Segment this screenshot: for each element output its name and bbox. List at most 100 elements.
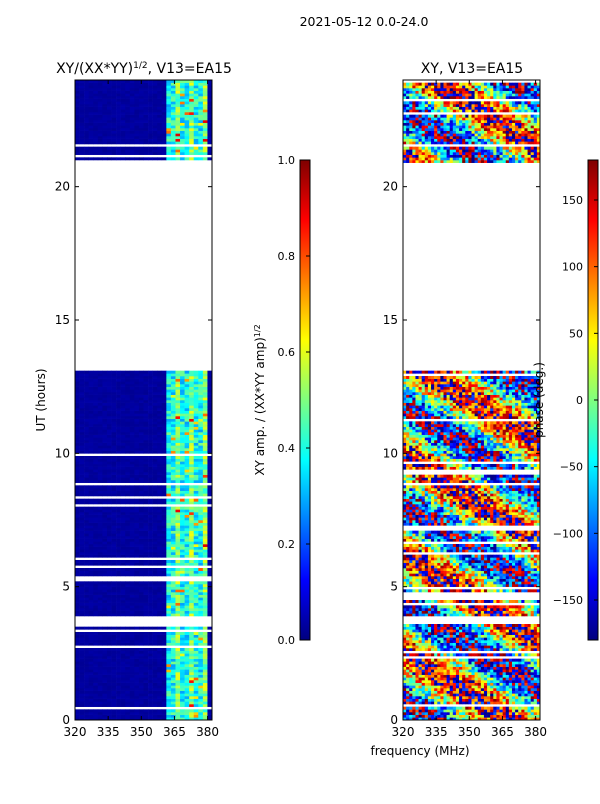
heatmap-cell	[112, 451, 117, 454]
heatmap-cell	[171, 493, 176, 496]
heatmap-cell	[112, 397, 117, 400]
heatmap-cell	[144, 419, 149, 422]
heatmap-cell	[102, 128, 107, 131]
heatmap-cell	[102, 120, 107, 123]
heatmap-cell	[189, 611, 194, 614]
heatmap-cell	[171, 563, 176, 566]
heatmap-cell	[189, 99, 194, 102]
heatmap-cell	[80, 568, 85, 571]
heatmap-cell	[116, 397, 121, 400]
heatmap-cell	[157, 475, 162, 478]
heatmap-cell	[130, 443, 135, 446]
heatmap-cell	[148, 573, 153, 576]
heatmap-cell	[107, 371, 112, 374]
heatmap-cell	[189, 451, 194, 454]
heatmap-cell	[153, 512, 158, 515]
heatmap-cell	[153, 528, 158, 531]
heatmap-cell	[456, 707, 459, 710]
heatmap-cell	[80, 661, 85, 664]
heatmap-cell	[194, 627, 199, 630]
heatmap-cell	[180, 117, 185, 120]
heatmap-cell	[171, 429, 176, 432]
heatmap-cell	[89, 653, 94, 656]
heatmap-cell	[189, 485, 194, 488]
heatmap-cell	[134, 659, 139, 662]
heatmap-cell	[80, 509, 85, 512]
heatmap-cell	[112, 387, 117, 390]
heatmap-cell	[93, 397, 98, 400]
heatmap-cell	[134, 112, 139, 115]
heatmap-cell	[107, 397, 112, 400]
heatmap-cell	[130, 371, 135, 374]
heatmap-cell	[75, 376, 80, 379]
heatmap-cell	[107, 416, 112, 419]
heatmap-cell	[144, 667, 149, 670]
heatmap-cell	[189, 381, 194, 384]
heatmap-cell	[107, 141, 112, 144]
heatmap-cell	[162, 387, 167, 390]
heatmap-cell	[194, 432, 199, 435]
heatmap-cell	[89, 125, 94, 128]
heatmap-cell	[130, 568, 135, 571]
heatmap-cell	[185, 584, 190, 587]
heatmap-cell	[203, 643, 208, 646]
heatmap-cell	[139, 128, 144, 131]
heatmap-cell	[443, 685, 446, 688]
heatmap-cell	[130, 491, 135, 494]
heatmap-cell	[75, 424, 80, 427]
heatmap-cell	[459, 680, 462, 683]
heatmap-cell	[130, 400, 135, 403]
heatmap-cell	[84, 637, 89, 640]
heatmap-cell	[84, 88, 89, 91]
heatmap-cell	[107, 531, 112, 534]
heatmap-cell	[80, 104, 85, 107]
heatmap-cell	[98, 667, 103, 670]
heatmap-cell	[98, 608, 103, 611]
heatmap-cell	[198, 712, 203, 715]
heatmap-cell	[130, 427, 135, 430]
heatmap-cell	[185, 613, 190, 616]
heatmap-cell	[185, 435, 190, 438]
heatmap-cell	[107, 387, 112, 390]
heatmap-cell	[102, 669, 107, 672]
heatmap-cell	[93, 381, 98, 384]
heatmap-cell	[107, 480, 112, 483]
heatmap-cell	[528, 693, 531, 696]
heatmap-cell	[134, 392, 139, 395]
heatmap-cell	[194, 117, 199, 120]
heatmap-cell	[139, 600, 144, 603]
heatmap-cell	[148, 416, 153, 419]
heatmap-cell	[166, 435, 171, 438]
heatmap-cell	[125, 589, 130, 592]
heatmap-cell	[175, 445, 180, 448]
heatmap-cell	[116, 93, 121, 96]
heatmap-cell	[98, 104, 103, 107]
heatmap-cell	[180, 525, 185, 528]
heatmap-cell	[84, 491, 89, 494]
heatmap-cell	[93, 480, 98, 483]
heatmap-cell	[428, 683, 431, 686]
heatmap-cell	[139, 464, 144, 467]
heatmap-cell	[107, 472, 112, 475]
heatmap-cell	[98, 549, 103, 552]
heatmap-cell	[116, 432, 121, 435]
heatmap-cell	[198, 451, 203, 454]
heatmap-cell	[84, 611, 89, 614]
heatmap-cell	[121, 440, 126, 443]
heatmap-cell	[425, 683, 428, 686]
heatmap-cell	[116, 448, 121, 451]
heatmap-cell	[478, 715, 481, 718]
heatmap-cell	[130, 440, 135, 443]
heatmap-cell	[443, 707, 446, 710]
heatmap-cell	[166, 701, 171, 704]
heatmap-cell	[506, 696, 509, 699]
heatmap-cell	[116, 531, 121, 534]
heatmap-cell	[194, 109, 199, 112]
heatmap-cell	[459, 696, 462, 699]
heatmap-cell	[189, 651, 194, 654]
heatmap-cell	[157, 611, 162, 614]
heatmap-cell	[456, 701, 459, 704]
heatmap-cell	[84, 472, 89, 475]
heatmap-cell	[121, 691, 126, 694]
heatmap-cell	[121, 600, 126, 603]
